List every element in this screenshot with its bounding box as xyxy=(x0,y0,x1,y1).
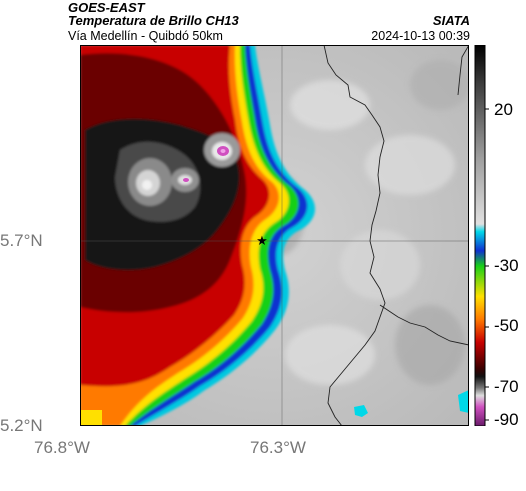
satellite-title: GOES-EAST xyxy=(68,0,145,15)
product-title: Temperatura de Brillo CH13 xyxy=(68,13,239,28)
colorbar-tick-minus-30: -30 xyxy=(494,256,519,275)
colorbar-gradient xyxy=(474,45,486,426)
route-subtitle: Vía Medellín - Quibdó 50km xyxy=(68,29,223,43)
satellite-map[interactable]: ★ xyxy=(80,45,469,426)
convective-system xyxy=(80,45,316,426)
location-star-icon: ★ xyxy=(256,234,268,249)
agency-label: SIATA xyxy=(432,13,470,28)
colorbar-tick-minus-70: -70 xyxy=(494,377,519,396)
colorbar-ticks xyxy=(485,108,489,421)
lon-label-76-8: 76.8°W xyxy=(34,438,90,457)
colorbar-tick-minus-90: -90 xyxy=(494,410,519,429)
colorbar xyxy=(474,45,489,426)
timestamp: 2024-10-13 00:39 xyxy=(371,29,470,43)
admin-borders xyxy=(323,45,469,426)
cyan-patch-right xyxy=(458,390,469,413)
magenta-spot-1-core xyxy=(220,149,226,153)
bottom-left-patch xyxy=(80,410,102,426)
colorbar-tick-minus-50: -50 xyxy=(494,316,519,335)
cold-top-1-core xyxy=(142,180,152,190)
magenta-spot-2 xyxy=(183,178,189,182)
lon-label-76-3: 76.3°W xyxy=(250,438,306,457)
cyan-patch-bottom xyxy=(354,405,368,417)
colorbar-tick-20: 20 xyxy=(494,100,513,119)
lat-label-5-7: 5.7°N xyxy=(0,231,43,250)
lat-label-5-2: 5.2°N xyxy=(0,416,43,435)
